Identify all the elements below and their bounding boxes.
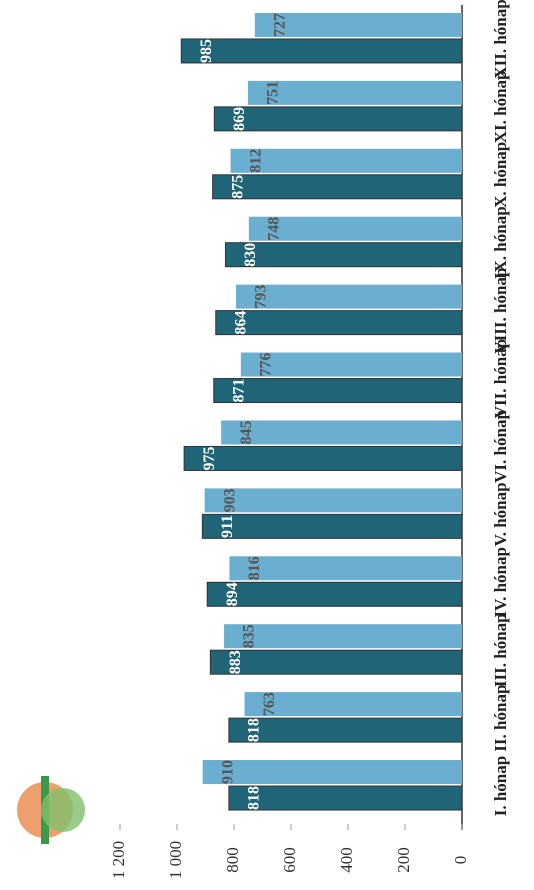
- value-label: 830: [242, 243, 259, 267]
- x-tick-label: II. hónap: [491, 685, 510, 752]
- value-label: 845: [238, 420, 255, 444]
- value-label: 748: [265, 217, 282, 241]
- value-label: 818: [246, 786, 263, 810]
- bar: [206, 581, 463, 607]
- bar: [235, 284, 462, 309]
- y-tick-label: 800: [223, 847, 242, 873]
- value-label: 818: [246, 718, 263, 742]
- bar: [228, 785, 463, 811]
- bar: [183, 445, 463, 471]
- bar: [215, 310, 463, 336]
- bar: [228, 717, 463, 743]
- value-label: 727: [271, 13, 288, 37]
- x-tick-label: V. hónap: [491, 482, 510, 546]
- x-tick-label: I. hónap: [491, 756, 510, 816]
- y-tick-label: 0: [451, 856, 470, 865]
- bar: [221, 420, 462, 445]
- bar: [213, 106, 463, 132]
- x-tick-label: VI. hónap: [491, 410, 510, 483]
- x-tick-label: XII. hónap: [491, 0, 510, 79]
- bar: [180, 38, 463, 64]
- y-tick-label: 1 000: [166, 841, 185, 879]
- x-tick-label: X. hónap: [491, 142, 510, 208]
- x-tick-label: VIII. hónap: [491, 268, 510, 354]
- bar: [254, 12, 462, 37]
- y-tick-label: 200: [394, 847, 413, 873]
- logo: [17, 776, 85, 844]
- x-tick-label: III. hónap: [491, 613, 510, 687]
- value-label: 751: [265, 81, 282, 105]
- bar: [201, 513, 463, 539]
- y-tick-label: 1 200: [109, 841, 128, 879]
- value-label: 816: [246, 556, 263, 580]
- value-label: 864: [232, 311, 249, 335]
- y-tick-label: 400: [337, 847, 356, 873]
- bar: [229, 556, 462, 581]
- x-tick-label: IX. hónap: [491, 206, 510, 279]
- value-label: 903: [221, 488, 238, 512]
- bar: [244, 692, 462, 717]
- x-tick-label: IV. hónap: [491, 547, 510, 618]
- bar: [213, 378, 463, 404]
- x-tick-label: XI. hónap: [491, 70, 510, 143]
- value-label: 763: [261, 692, 278, 716]
- bar: [202, 760, 462, 785]
- value-label: 869: [231, 107, 248, 131]
- plot: 0 200 400 600 800 1 000 1 200 I. hónap 818 910 II.…: [109, 0, 510, 879]
- value-label: 985: [198, 39, 215, 63]
- bar: [224, 624, 462, 649]
- x-tick-label: VII. hónap: [491, 339, 510, 418]
- value-label: 793: [253, 285, 270, 309]
- y-tick-label: 600: [280, 847, 299, 873]
- bar: [204, 488, 463, 513]
- value-label: 910: [219, 760, 236, 784]
- bar: [230, 148, 462, 173]
- value-label: 835: [241, 624, 258, 648]
- bar: [240, 352, 462, 377]
- value-label: 975: [201, 446, 218, 470]
- bar: [209, 649, 463, 675]
- value-label: 776: [258, 353, 275, 377]
- value-label: 871: [230, 379, 247, 403]
- bar: [212, 174, 463, 200]
- value-label: 883: [227, 650, 244, 674]
- value-label: 812: [247, 149, 264, 173]
- bar: [248, 216, 462, 241]
- value-label: 894: [224, 582, 241, 606]
- bar: [247, 80, 462, 105]
- bar: [224, 242, 463, 268]
- value-label: 911: [219, 515, 236, 538]
- value-label: 875: [229, 175, 246, 199]
